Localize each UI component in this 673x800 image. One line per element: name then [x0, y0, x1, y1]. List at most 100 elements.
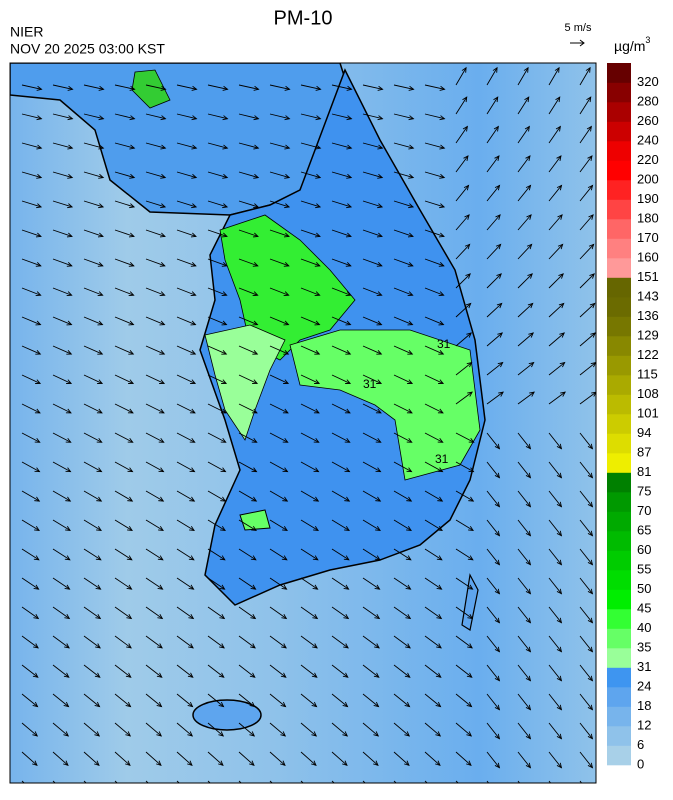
colorbar-tick-label: 6 — [637, 737, 644, 752]
wind-arrow — [455, 461, 474, 473]
wind-arrow — [362, 693, 379, 707]
wind-arrow — [579, 362, 596, 376]
wind-arrow — [176, 490, 195, 502]
wind-arrow-head — [436, 613, 443, 620]
wind-arrow-head — [221, 320, 228, 326]
wind-arrow-head — [284, 115, 291, 121]
wind-arrow-head — [404, 760, 410, 766]
wind-arrow — [455, 185, 469, 202]
colorbar-tick-label: 160 — [637, 249, 659, 264]
wind-arrow-head — [35, 320, 42, 326]
wind-arrow — [362, 664, 380, 678]
wind-arrow — [424, 490, 443, 502]
color-band — [607, 277, 631, 298]
wind-arrow — [331, 84, 352, 90]
wind-arrow-head — [219, 555, 226, 561]
colorbar-tick-label: 190 — [637, 191, 659, 206]
wind-arrow — [238, 345, 258, 355]
wind-arrow-head — [559, 361, 566, 368]
wind-arrow — [176, 693, 193, 707]
wind-arrow-head — [35, 379, 42, 384]
wind-arrow — [269, 432, 288, 443]
colorbar-tick-label: 240 — [637, 132, 659, 147]
wind-arrow-head — [283, 291, 290, 297]
wind-arrow — [207, 548, 226, 561]
wind-arrow-head — [160, 115, 167, 121]
wind-arrow-head — [314, 349, 321, 355]
wind-arrow — [517, 126, 530, 144]
wind-arrow-head — [125, 701, 132, 708]
wind-arrow-head — [190, 349, 197, 355]
wind-arrow — [486, 519, 500, 536]
jeju — [192, 699, 262, 731]
wind-arrow-head — [250, 643, 256, 649]
colorbar-tick-label: 320 — [637, 74, 659, 89]
wind-arrow — [176, 84, 197, 90]
wind-arrow — [207, 374, 227, 384]
wind-arrow-head — [313, 408, 320, 414]
wind-arrow-head — [462, 96, 468, 103]
wind-arrow — [455, 519, 474, 531]
wind-arrow-head — [497, 361, 504, 368]
wind-arrow-head — [284, 203, 291, 209]
wind-arrow-head — [438, 349, 445, 355]
wind-arrow-head — [129, 115, 136, 121]
wind-arrow — [579, 693, 593, 710]
wind-arrow-head — [344, 526, 350, 531]
wind-arrow-head — [311, 701, 318, 708]
wind-arrow-head — [496, 302, 503, 309]
wind-arrow-head — [375, 408, 382, 414]
wind-arrow-head — [251, 526, 257, 531]
wind-arrow-head — [375, 526, 381, 531]
wind-arrow-head — [345, 379, 352, 384]
wind-arrow-head — [314, 291, 321, 297]
wind-arrow-head — [590, 332, 596, 338]
wind-arrow — [548, 519, 562, 536]
wind-arrow — [207, 577, 225, 590]
wind-arrow — [52, 519, 71, 531]
wind-arrow — [517, 722, 531, 739]
wind-arrow — [517, 67, 529, 86]
wind-arrow-head — [189, 438, 196, 443]
wind-arrow-head — [528, 332, 534, 338]
wind-arrow — [21, 258, 41, 267]
wind-arrow-head — [587, 184, 594, 191]
wind-arrow — [455, 214, 470, 231]
wind-arrow-head — [189, 496, 196, 502]
wind-arrow — [269, 606, 287, 619]
wind-arrow — [269, 519, 288, 531]
wind-arrow-head — [189, 408, 196, 414]
wind-arrow — [331, 142, 352, 149]
wind-arrow — [424, 403, 444, 414]
wind-arrow — [455, 244, 470, 260]
wind-arrow — [393, 258, 413, 267]
wind-arrow — [269, 635, 287, 649]
wind-arrow — [393, 374, 413, 384]
wind-arrow — [145, 577, 163, 590]
wind-arrow — [83, 200, 104, 208]
wind-arrow-head — [346, 173, 353, 179]
wind-arrow-head — [156, 790, 161, 795]
wind-arrow — [455, 96, 468, 115]
wind-arrow-head — [280, 672, 287, 678]
wind-arrow — [548, 303, 565, 318]
wind-arrow-head — [345, 349, 352, 355]
wind-arrow-head — [129, 144, 136, 150]
wind-arrow-head — [64, 555, 71, 561]
wind-arrow-head — [95, 584, 102, 590]
wind-arrow-head — [97, 349, 104, 355]
wind-arrow-head — [63, 701, 70, 708]
wind-arrow-head — [251, 467, 258, 473]
wind-arrow — [393, 751, 410, 766]
wind-arrow — [269, 171, 290, 178]
wind-arrow — [83, 751, 100, 766]
wind-arrow-head — [554, 66, 560, 73]
wind-arrow-head — [559, 332, 565, 338]
wind-arrow — [579, 519, 593, 536]
wind-arrow — [114, 403, 134, 414]
wind-arrow — [21, 171, 42, 178]
wind-arrow-head — [586, 125, 592, 132]
wind-arrow-head — [556, 530, 563, 537]
unit-sup: 3 — [645, 35, 650, 45]
wind-arrow — [269, 200, 290, 208]
